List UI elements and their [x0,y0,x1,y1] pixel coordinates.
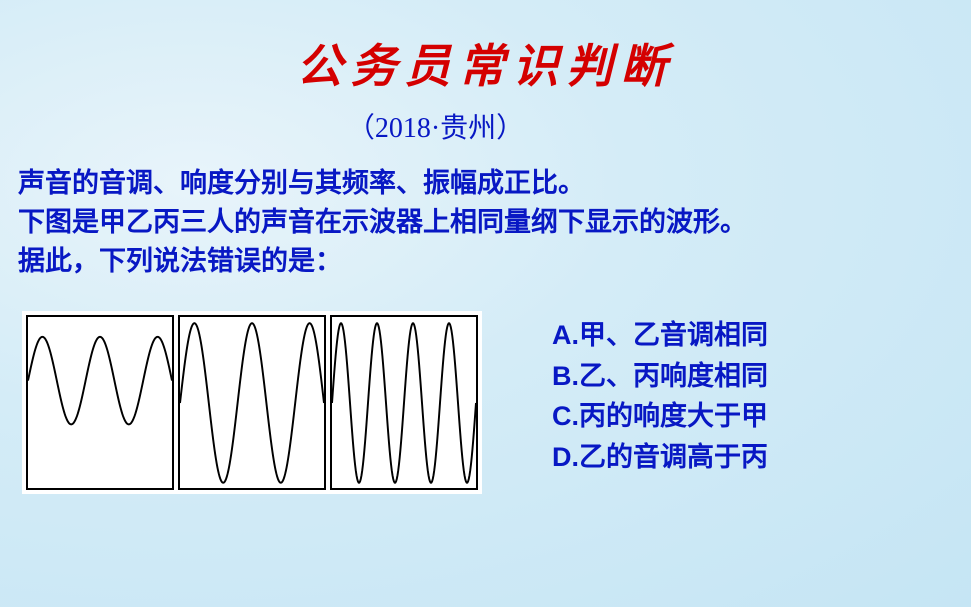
question-line-1: 声音的音调、响度分别与其频率、振幅成正比。 [18,164,959,203]
option-c: C.丙的响度大于甲 [552,396,768,437]
question-text: 声音的音调、响度分别与其频率、振幅成正比。 下图是甲乙丙三人的声音在示波器上相同… [0,146,971,281]
option-b: B.乙、丙响度相同 [552,356,768,397]
wave-jia-path [28,337,172,425]
answer-options: A.甲、乙音调相同 B.乙、丙响度相同 C.丙的响度大于甲 D.乙的音调高于丙 [552,315,768,477]
wave-jia-svg [28,317,172,488]
question-line-3: 据此，下列说法错误的是： [18,242,959,281]
question-source: （2018·贵州） [0,106,971,146]
wave-box-bing [330,315,478,490]
option-d: D.乙的音调高于丙 [552,437,768,478]
content-row: A.甲、乙音调相同 B.乙、丙响度相同 C.丙的响度大于甲 D.乙的音调高于丙 [0,281,971,494]
option-a: A.甲、乙音调相同 [552,315,768,356]
wave-bing-svg [332,317,476,488]
wave-box-jia [26,315,174,490]
wave-yi-svg [180,317,324,488]
wave-yi-path [180,324,324,484]
wave-bing-path [332,324,476,483]
page-title: 公务员常识判断 [0,0,971,96]
question-line-2: 下图是甲乙丙三人的声音在示波器上相同量纲下显示的波形。 [18,203,959,242]
waveform-diagram [22,311,482,494]
wave-box-yi [178,315,326,490]
